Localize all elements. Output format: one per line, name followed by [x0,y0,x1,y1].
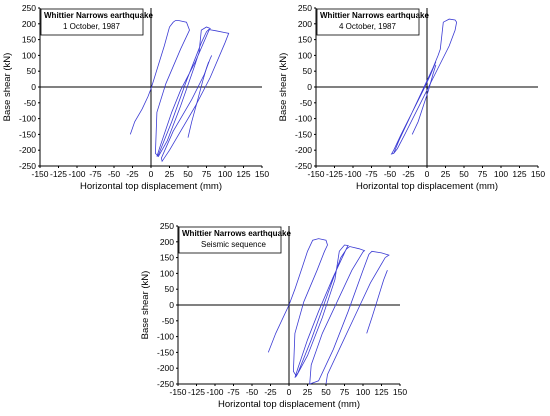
y-tick-label: -50 [24,98,37,108]
chart-subtitle: Seismic sequence [201,240,266,249]
y-tick-label: 250 [160,221,174,231]
chart-title: Whittier Narrows earthquake [182,229,291,238]
hysteresis-curve-2 [187,61,210,138]
y-tick-label: 250 [298,3,312,13]
x-tick-label: -75 [365,169,378,179]
y-tick-label: -200 [19,145,36,155]
chart-subtitle: 1 October, 1987 [63,22,120,31]
y-tick-label: 200 [160,237,174,247]
x-tick-label: 150 [393,387,407,397]
x-tick-label: -150 [307,169,324,179]
x-tick-label: 50 [459,169,469,179]
x-tick-label: 100 [494,169,508,179]
x-axis-title: Horizontal top displacement (mm) [218,399,360,410]
x-tick-label: 75 [340,387,350,397]
title-box [178,226,282,254]
x-tick-label: 150 [255,169,269,179]
x-tick-label: -50 [108,169,121,179]
x-tick-label: 25 [165,169,175,179]
x-tick-label: -125 [326,169,343,179]
y-tick-label: 250 [22,3,36,13]
y-tick-label: -100 [19,114,36,124]
y-axis-title: Base shear (kN) [2,53,13,122]
x-tick-label: -125 [188,387,205,397]
x-tick-label: -150 [31,169,48,179]
y-tick-label: 150 [160,253,174,263]
x-tick-label: -25 [264,387,277,397]
hysteresis-curve-2 [411,64,437,135]
x-tick-label: 25 [441,169,451,179]
y-tick-label: -250 [295,161,312,171]
x-tick-label: 125 [512,169,526,179]
x-tick-label: 75 [478,169,488,179]
x-tick-label: -50 [246,387,259,397]
x-tick-label: 75 [202,169,212,179]
x-tick-label: 100 [356,387,370,397]
x-tick-label: -100 [344,169,361,179]
y-tick-label: 50 [303,66,313,76]
title-box [40,8,144,36]
x-tick-label: 0 [149,169,154,179]
y-tick-label: 100 [298,50,312,60]
chart-title: Whittier Narrows earthquake [44,11,153,20]
y-tick-label: -50 [300,98,313,108]
x-tick-label: -150 [169,387,186,397]
y-tick-label: 0 [169,300,174,310]
y-tick-label: 50 [27,66,37,76]
chart-title: Whittier Narrows earthquake [320,11,429,20]
y-tick-label: 100 [22,50,36,60]
x-tick-label: -75 [89,169,102,179]
x-tick-label: -25 [126,169,139,179]
hysteresis-curve-1 [267,238,390,385]
hysteresis-curve-1 [129,20,230,163]
y-tick-label: 150 [298,35,312,45]
y-tick-label: -250 [157,379,174,389]
x-tick-label: 0 [287,387,292,397]
chart-subtitle: 4 October, 1987 [339,22,396,31]
x-tick-label: 50 [183,169,193,179]
x-tick-label: -125 [50,169,67,179]
x-tick-label: 50 [321,387,331,397]
y-tick-label: -100 [157,332,174,342]
x-tick-label: 25 [303,387,313,397]
x-tick-label: 125 [374,387,388,397]
x-tick-label: 150 [531,169,545,179]
y-tick-label: 0 [307,82,312,92]
x-tick-label: 125 [236,169,250,179]
y-tick-label: 50 [165,284,175,294]
y-tick-label: 100 [160,268,174,278]
x-axis-title: Horizontal top displacement (mm) [80,181,222,192]
y-tick-label: -150 [295,129,312,139]
x-tick-label: -100 [68,169,85,179]
hysteresis-curve-2 [366,270,388,334]
x-tick-label: -75 [227,387,240,397]
y-axis-title: Base shear (kN) [278,53,289,122]
y-tick-label: 200 [298,19,312,29]
y-tick-label: -100 [295,114,312,124]
title-box [316,8,420,36]
y-tick-label: -200 [157,363,174,373]
x-axis-title: Horizontal top displacement (mm) [356,181,498,192]
x-tick-label: -100 [206,387,223,397]
x-tick-label: 100 [218,169,232,179]
y-tick-label: -150 [157,347,174,357]
y-tick-label: 150 [22,35,36,45]
y-axis-title: Base shear (kN) [140,271,151,340]
hysteresis-curve-1 [390,18,458,155]
y-tick-label: -200 [295,145,312,155]
y-tick-label: -50 [162,316,175,326]
y-tick-label: 0 [31,82,36,92]
y-tick-label: -250 [19,161,36,171]
x-tick-label: -50 [384,169,397,179]
x-tick-label: 0 [425,169,430,179]
y-tick-label: -150 [19,129,36,139]
x-tick-label: -25 [402,169,415,179]
y-tick-label: 200 [22,19,36,29]
